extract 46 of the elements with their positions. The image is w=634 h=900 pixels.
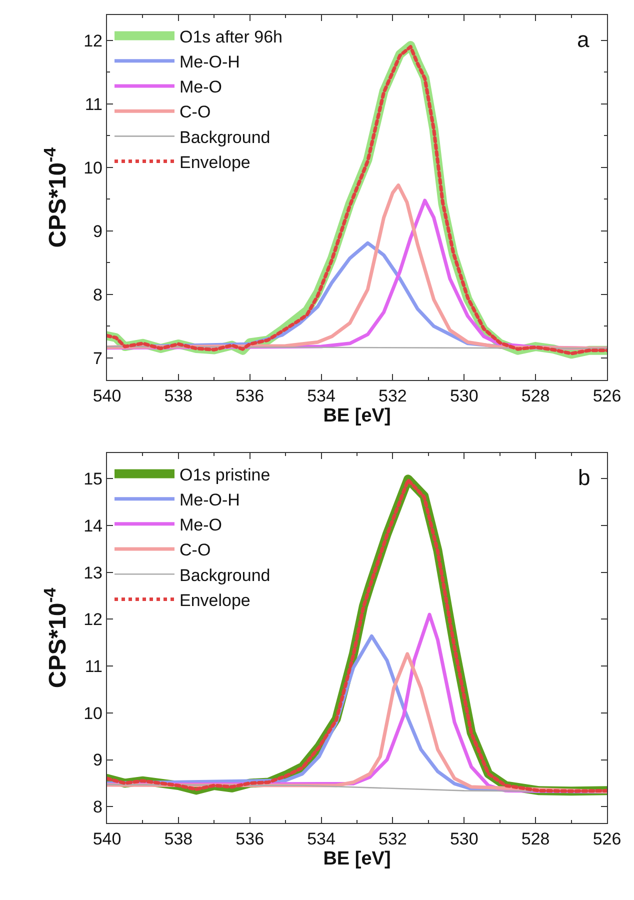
legend-label: O1s pristine bbox=[180, 465, 270, 484]
y-tick-label: 9 bbox=[93, 222, 102, 241]
x-tick-label: 532 bbox=[378, 386, 407, 406]
x-tick-label: 540 bbox=[92, 830, 122, 848]
x-tick-label: 528 bbox=[521, 386, 550, 406]
legend-label: Background bbox=[180, 566, 270, 585]
x-tick-label: 538 bbox=[164, 830, 193, 848]
y-tick-label: 10 bbox=[84, 704, 102, 723]
x-axis-title: BE [eV] bbox=[323, 848, 391, 870]
legend-label: O1s after 96h bbox=[180, 27, 283, 46]
x-tick-label: 532 bbox=[378, 830, 407, 848]
x-tick-label: 526 bbox=[592, 830, 622, 848]
y-tick-label: 9 bbox=[93, 750, 102, 770]
x-tick-label: 534 bbox=[307, 386, 336, 406]
y-tick-label: 13 bbox=[84, 563, 102, 582]
y-tick-label: 15 bbox=[84, 470, 102, 489]
legend-label: Me-O bbox=[180, 516, 222, 535]
x-tick-label: 538 bbox=[164, 386, 193, 406]
x-tick-label: 540 bbox=[92, 386, 122, 406]
legend-label: Me-O-H bbox=[180, 490, 240, 510]
y-tick-label: 12 bbox=[84, 610, 102, 630]
y-tick-label: 11 bbox=[84, 94, 102, 114]
x-tick-label: 530 bbox=[450, 386, 478, 406]
annotation: b bbox=[578, 465, 590, 490]
y-tick-label: 8 bbox=[93, 285, 102, 304]
annotation: a bbox=[577, 27, 590, 52]
legend-label: Me-O-H bbox=[180, 52, 240, 72]
legend-label: Me-O bbox=[180, 78, 222, 97]
x-tick-label: 526 bbox=[592, 386, 622, 406]
y-tick-label: 10 bbox=[84, 158, 102, 178]
y-tick-label: 14 bbox=[84, 516, 102, 536]
legend-label: Envelope bbox=[180, 590, 250, 610]
x-tick-label: 530 bbox=[450, 830, 478, 848]
x-tick-label: 536 bbox=[236, 830, 264, 848]
y-tick-label: 7 bbox=[93, 348, 102, 368]
x-tick-label: 528 bbox=[521, 830, 550, 848]
x-axis-title: BE [eV] bbox=[323, 406, 391, 427]
legend-label: Background bbox=[180, 128, 270, 147]
legend-label: C-O bbox=[180, 102, 211, 122]
legend-label: Envelope bbox=[180, 152, 250, 172]
y-tick-label: 12 bbox=[84, 31, 102, 50]
x-tick-label: 536 bbox=[236, 386, 264, 406]
x-tick-label: 534 bbox=[307, 830, 336, 848]
y-tick-label: 11 bbox=[84, 657, 102, 676]
legend-label: C-O bbox=[180, 540, 211, 560]
y-tick-label: 8 bbox=[93, 798, 102, 817]
